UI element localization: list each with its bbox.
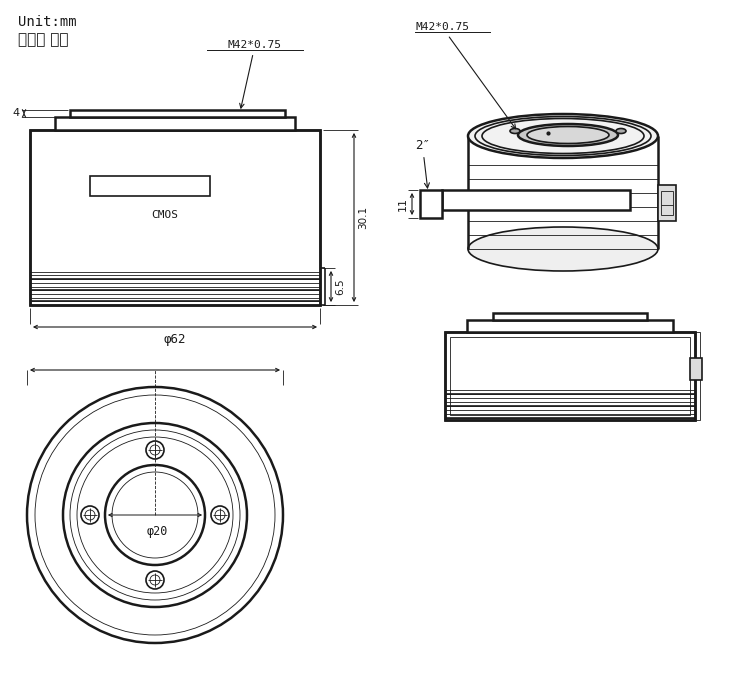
Bar	[450, 337, 690, 415]
Ellipse shape	[468, 114, 658, 158]
Bar	[70, 110, 285, 117]
Ellipse shape	[468, 227, 658, 271]
Bar	[90, 176, 210, 196]
Text: φ62: φ62	[164, 333, 186, 346]
Bar	[442, 190, 630, 210]
Text: Unit:mm: Unit:mm	[18, 15, 76, 29]
Text: M42*0.75: M42*0.75	[415, 22, 516, 129]
Circle shape	[81, 506, 99, 524]
Bar	[467, 320, 673, 332]
Bar	[493, 313, 647, 320]
Bar	[661, 191, 673, 215]
Text: 2″: 2″	[415, 139, 430, 188]
Text: M42*0.75: M42*0.75	[228, 40, 282, 108]
Circle shape	[211, 506, 229, 524]
Bar	[445, 332, 695, 420]
Bar	[30, 130, 320, 305]
Ellipse shape	[510, 129, 520, 134]
Bar	[30, 130, 320, 305]
Text: 30.1: 30.1	[358, 206, 368, 229]
Ellipse shape	[518, 124, 618, 146]
Text: 11: 11	[398, 197, 408, 211]
Ellipse shape	[616, 129, 626, 134]
Bar	[690, 358, 702, 380]
Text: CMOS: CMOS	[152, 210, 178, 220]
Ellipse shape	[527, 127, 609, 144]
Text: φ20: φ20	[146, 525, 168, 538]
Text: 6.5: 6.5	[335, 278, 345, 295]
Text: 单位： 毫米: 单位： 毫米	[18, 32, 68, 47]
Bar	[658, 185, 676, 221]
Text: 4: 4	[13, 108, 20, 118]
Bar	[695, 332, 700, 420]
Bar	[445, 332, 695, 420]
Circle shape	[146, 441, 164, 459]
Circle shape	[146, 571, 164, 589]
Bar	[420, 190, 442, 218]
Bar	[55, 117, 295, 130]
